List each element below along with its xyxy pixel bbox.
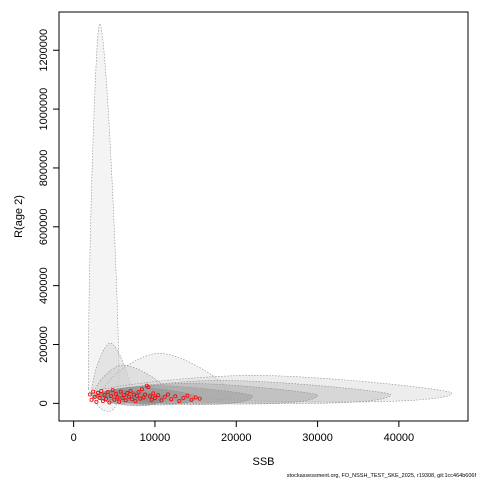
x-tick-label: 0 xyxy=(71,432,77,444)
data-point xyxy=(126,394,131,399)
y-tick-label: 600000 xyxy=(38,208,50,245)
data-point xyxy=(118,389,123,394)
data-point xyxy=(173,394,178,399)
data-point xyxy=(185,393,190,398)
data-point xyxy=(146,385,151,390)
data-point xyxy=(165,392,170,397)
data-point xyxy=(102,393,107,398)
data-point xyxy=(125,391,130,396)
data-point xyxy=(130,397,135,402)
data-point xyxy=(120,396,125,401)
data-point xyxy=(162,394,167,399)
data-point xyxy=(169,397,174,402)
data-point xyxy=(110,388,115,393)
data-point xyxy=(189,397,194,402)
data-points xyxy=(87,383,202,405)
data-point xyxy=(148,394,153,399)
data-point xyxy=(138,396,143,401)
data-point xyxy=(193,395,198,400)
x-tick-label: 30000 xyxy=(302,432,333,444)
data-point xyxy=(112,397,117,402)
data-point xyxy=(92,394,97,399)
data-point xyxy=(177,398,182,403)
data-point xyxy=(156,393,161,398)
data-point xyxy=(107,400,112,405)
data-point xyxy=(87,392,92,397)
footer-text: stockassessment.org, FO_NSSH_TEST_SKE_20… xyxy=(287,473,477,479)
data-point xyxy=(100,398,105,403)
x-tick-label: 40000 xyxy=(384,432,415,444)
data-point xyxy=(109,393,114,398)
data-point xyxy=(159,398,164,403)
y-tick-label: 1000000 xyxy=(38,88,50,131)
y-tick-label: 800000 xyxy=(38,150,50,187)
x-tick-label: 10000 xyxy=(140,432,171,444)
data-point xyxy=(115,395,120,400)
data-point xyxy=(128,388,133,393)
data-point xyxy=(94,399,99,404)
data-point xyxy=(131,392,136,397)
x-axis: 0 10000 20000 30000 40000 xyxy=(71,420,415,444)
data-point xyxy=(135,393,140,398)
data-point xyxy=(152,396,157,401)
data-point xyxy=(122,393,127,398)
data-point xyxy=(151,391,156,396)
data-point xyxy=(123,398,128,403)
data-point xyxy=(117,399,122,404)
confidence-region xyxy=(93,375,453,403)
y-tick-label: 1200000 xyxy=(38,29,50,72)
data-point xyxy=(104,396,109,401)
confidence-region xyxy=(101,353,233,404)
data-point xyxy=(197,396,202,401)
y-tick-label: 0 xyxy=(38,400,50,406)
data-point xyxy=(141,395,146,400)
data-point xyxy=(149,397,154,402)
data-point xyxy=(96,391,101,396)
y-axis-title: R(age 2) xyxy=(13,195,25,238)
data-point xyxy=(139,387,144,392)
data-point xyxy=(143,392,148,397)
data-point xyxy=(97,396,102,401)
x-tick-label: 20000 xyxy=(221,432,252,444)
confidence-region xyxy=(87,23,120,412)
data-point xyxy=(136,390,141,395)
data-point xyxy=(89,397,94,402)
data-point xyxy=(99,388,104,393)
data-point xyxy=(105,390,110,395)
data-point xyxy=(113,391,118,396)
data-point xyxy=(91,389,96,394)
data-point xyxy=(181,396,186,401)
y-tick-label: 400000 xyxy=(38,267,50,304)
x-axis-title: SSB xyxy=(252,456,274,468)
y-axis: 0 200000 400000 600000 800000 1000000 1200000 xyxy=(38,29,60,406)
data-point xyxy=(133,398,138,403)
y-tick-label: 200000 xyxy=(38,326,50,363)
